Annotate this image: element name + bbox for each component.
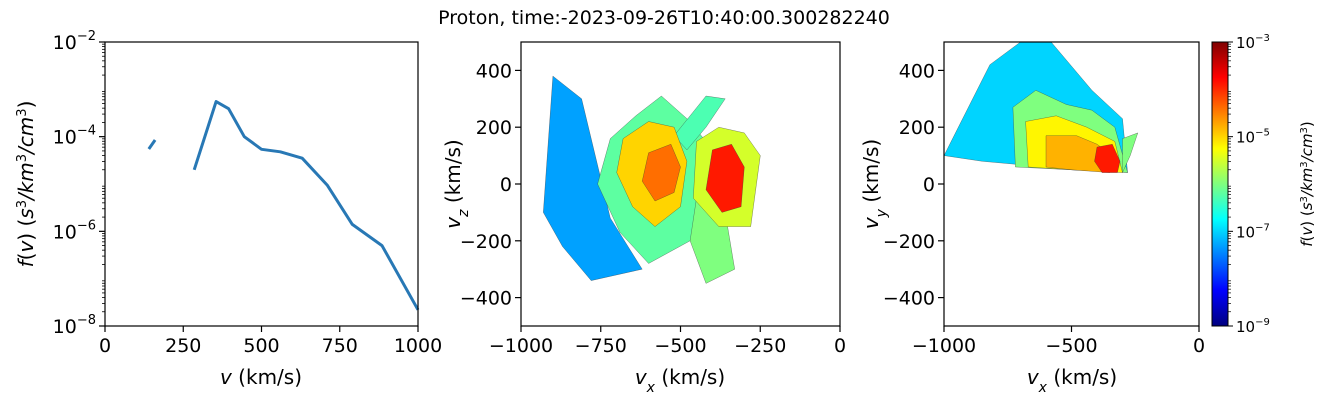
y-tick-label: 400 xyxy=(476,60,512,82)
y-tick-label: −400 xyxy=(883,288,935,310)
contour-region-6 xyxy=(1122,132,1139,173)
x-tick-label: −500 xyxy=(1045,335,1097,357)
y-tick-label: 10−4 xyxy=(53,124,96,149)
x-tick-label: 250 xyxy=(165,335,201,357)
y-tick-label: −400 xyxy=(460,288,512,310)
colorbar-tick-label: 10−7 xyxy=(1236,222,1270,241)
vx-vz-x-label: vx (km/s) xyxy=(635,365,725,396)
y-tick-label: 0 xyxy=(923,174,935,196)
contour-region-3 xyxy=(673,95,726,151)
y-tick-label: 0 xyxy=(500,174,512,196)
y-tick-label: 10−8 xyxy=(53,313,96,338)
colorbar-ticks: 10−3 10−5 10−7 10−9 xyxy=(1228,33,1270,336)
speed-distribution-plot-area xyxy=(147,100,420,311)
vx-vy-x-ticks: −1000 −500 0 xyxy=(912,326,1205,357)
speed-distribution-axes-frame xyxy=(104,41,419,327)
vx-vz-y-ticks: −400 −200 0 200 400 xyxy=(460,60,521,310)
distribution-line-segment-2 xyxy=(192,100,420,311)
vx-vy-panel: −1000 −500 0 −400 −200 0 200 400 vx (km/s) vy … xyxy=(859,41,1205,396)
y-tick-label: 10−6 xyxy=(53,218,96,243)
speed-distribution-panel: 0 250 500 750 1000 10−8 10−6 10−4 10−2 v (km/s)… xyxy=(14,29,442,389)
x-tick-label: −1000 xyxy=(912,335,976,357)
y-tick-label: −200 xyxy=(883,231,935,253)
x-tick-label: −1000 xyxy=(489,335,553,357)
figure-title: Proton, time:-2023-09-26T10:40:00.300282… xyxy=(438,7,890,29)
x-tick-label: 500 xyxy=(243,335,279,357)
x-tick-label: 0 xyxy=(1193,335,1205,357)
colorbar-tick-label: 10−9 xyxy=(1236,317,1270,336)
y-tick-label: 200 xyxy=(899,117,935,139)
y-tick-label: 200 xyxy=(476,117,512,139)
vx-vz-y-label: vz (km/s) xyxy=(441,139,472,228)
colorbar-tick-label: 10−5 xyxy=(1236,128,1270,147)
x-tick-label: −250 xyxy=(734,335,786,357)
x-tick-label: −750 xyxy=(575,335,627,357)
vx-vy-x-label: vx (km/s) xyxy=(1027,365,1117,396)
vx-vz-panel: −1000 −750 −500 −250 0 −400 −200 0 200 400 vx (k… xyxy=(441,41,846,396)
speed-distribution-x-ticks: 0 250 500 750 1000 xyxy=(99,326,442,357)
colorbar: 10−3 10−5 10−7 10−9 f(v) (s3/km3/cm3) xyxy=(1211,33,1316,336)
colorbar-tick-label: 10−3 xyxy=(1236,33,1270,52)
y-tick-label: 10−2 xyxy=(53,29,96,54)
x-tick-label: 750 xyxy=(322,335,358,357)
vx-vy-y-label: vy (km/s) xyxy=(859,139,890,229)
vx-vz-plot-area xyxy=(543,75,761,284)
contour-region-8 xyxy=(705,143,745,213)
x-tick-label: 0 xyxy=(99,335,111,357)
colorbar-label: f(v) (s3/km3/cm3) xyxy=(1298,121,1316,247)
x-tick-label: 0 xyxy=(834,335,846,357)
y-tick-label: 400 xyxy=(899,60,935,82)
distribution-line-segment-1 xyxy=(147,139,157,150)
contour-region-5 xyxy=(1094,143,1121,173)
vx-vy-y-ticks: −400 −200 0 200 400 xyxy=(883,60,944,310)
x-tick-label: −500 xyxy=(654,335,706,357)
y-tick-label: −200 xyxy=(460,231,512,253)
contour-region-1 xyxy=(543,75,643,281)
vx-vy-plot-area xyxy=(944,42,1139,173)
colorbar-gradient xyxy=(1211,41,1229,327)
vx-vz-x-ticks: −1000 −750 −500 −250 0 xyxy=(489,326,846,357)
speed-distribution-y-ticks: 10−8 10−6 10−4 10−2 xyxy=(53,29,105,338)
x-tick-label: 1000 xyxy=(394,335,442,357)
contour-region-5 xyxy=(641,143,681,202)
speed-distribution-y-label: f(v) (s3/km3/cm3) xyxy=(14,101,38,268)
speed-distribution-x-label: v (km/s) xyxy=(220,365,302,389)
